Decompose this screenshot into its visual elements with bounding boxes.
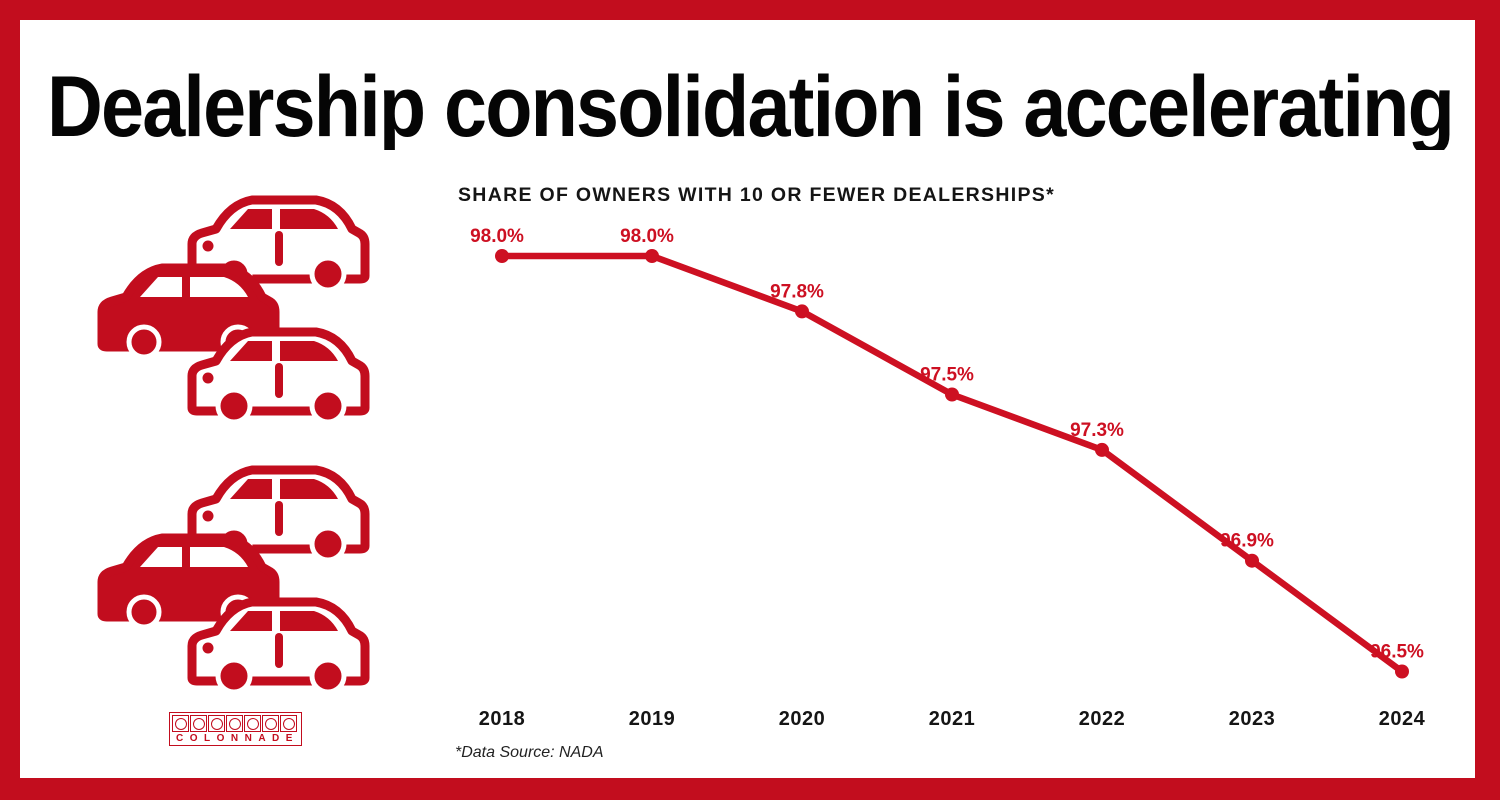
chart-point-label: 98.0% — [620, 226, 674, 247]
x-axis-label: 2019 — [629, 708, 676, 730]
logo-wordmark: COLONNADE — [176, 733, 299, 744]
logo-square-icon — [280, 715, 297, 732]
chart-point-label: 97.3% — [1070, 420, 1124, 441]
logo-squares-row — [172, 715, 299, 732]
car-cluster-top — [88, 178, 478, 428]
chart-point-label: 96.9% — [1220, 531, 1274, 552]
chart-point — [1395, 664, 1409, 679]
data-source-note: *Data Source: NADA — [455, 744, 604, 761]
chart-point-label: 97.8% — [770, 281, 824, 302]
headline-svg: Dealership consolidation is accelerating — [47, 59, 1455, 150]
logo-circle-icon — [264, 717, 277, 730]
page-title: Dealership consolidation is accelerating — [47, 59, 1453, 150]
logo-square-icon — [208, 715, 225, 732]
chart-line — [498, 252, 1406, 675]
x-axis-label: 2020 — [779, 708, 826, 730]
logo-circle-icon — [246, 717, 259, 730]
logo-square-icon — [244, 715, 261, 732]
logo-circle-icon — [282, 717, 295, 730]
line-chart: 98.0% 2018 98.0% 2019 97.8% 2020 97.5% 2021 97.3… — [470, 226, 1426, 730]
car-outline-icon — [178, 580, 378, 698]
logo-circle-icon — [174, 717, 187, 730]
logo-square-icon — [172, 715, 189, 732]
logo-square-icon — [190, 715, 207, 732]
colonnade-logo: COLONNADE — [169, 712, 302, 746]
chart-point — [1095, 442, 1109, 457]
x-axis-label: 2023 — [1229, 708, 1276, 730]
chart-point — [795, 304, 809, 319]
chart-point-label: 96.5% — [1370, 642, 1424, 663]
logo-circle-icon — [228, 717, 241, 730]
x-axis-label: 2022 — [1079, 708, 1126, 730]
logo-circle-icon — [192, 717, 205, 730]
logo-square-icon — [262, 715, 279, 732]
x-axis-label: 2018 — [479, 708, 526, 730]
x-axis-label: 2021 — [929, 708, 976, 730]
chart-point — [1245, 553, 1259, 568]
chart-point-label: 98.0% — [470, 226, 524, 247]
car-cluster-bottom — [88, 448, 478, 698]
chart-heading: SHARE OF OWNERS WITH 10 OR FEWER DEALERS… — [458, 184, 1055, 206]
chart-point — [645, 249, 659, 263]
logo-square-icon — [226, 715, 243, 732]
chart-point-label: 97.5% — [920, 365, 974, 386]
logo-circle-icon — [210, 717, 223, 730]
car-outline-icon — [178, 310, 378, 428]
x-axis-label: 2024 — [1379, 708, 1426, 730]
chart-point — [495, 249, 509, 263]
chart-point — [945, 387, 959, 402]
